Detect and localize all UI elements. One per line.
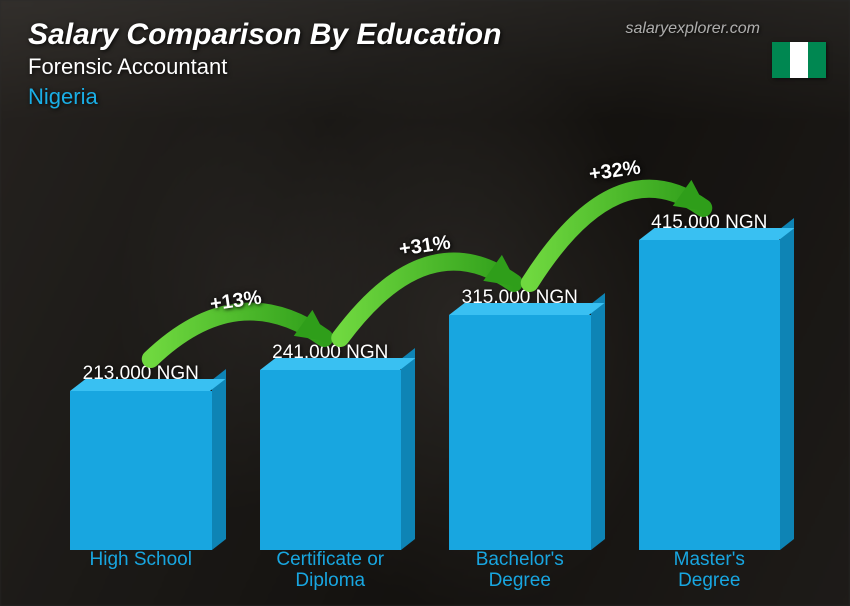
flag-icon	[772, 42, 826, 78]
increment-arc-1	[340, 262, 514, 338]
job-title: Forensic Accountant	[28, 54, 822, 80]
infographic-container: Salary Comparison By Education Forensic …	[0, 0, 850, 606]
flag-stripe-3	[808, 42, 826, 78]
increment-arrows	[50, 125, 800, 592]
bar-chart: 213,000 NGN241,000 NGN315,000 NGN415,000…	[50, 125, 800, 592]
flag-stripe-1	[772, 42, 790, 78]
watermark: salaryexplorer.com	[625, 20, 760, 38]
flag-stripe-2	[790, 42, 808, 78]
country-label: Nigeria	[28, 84, 822, 110]
